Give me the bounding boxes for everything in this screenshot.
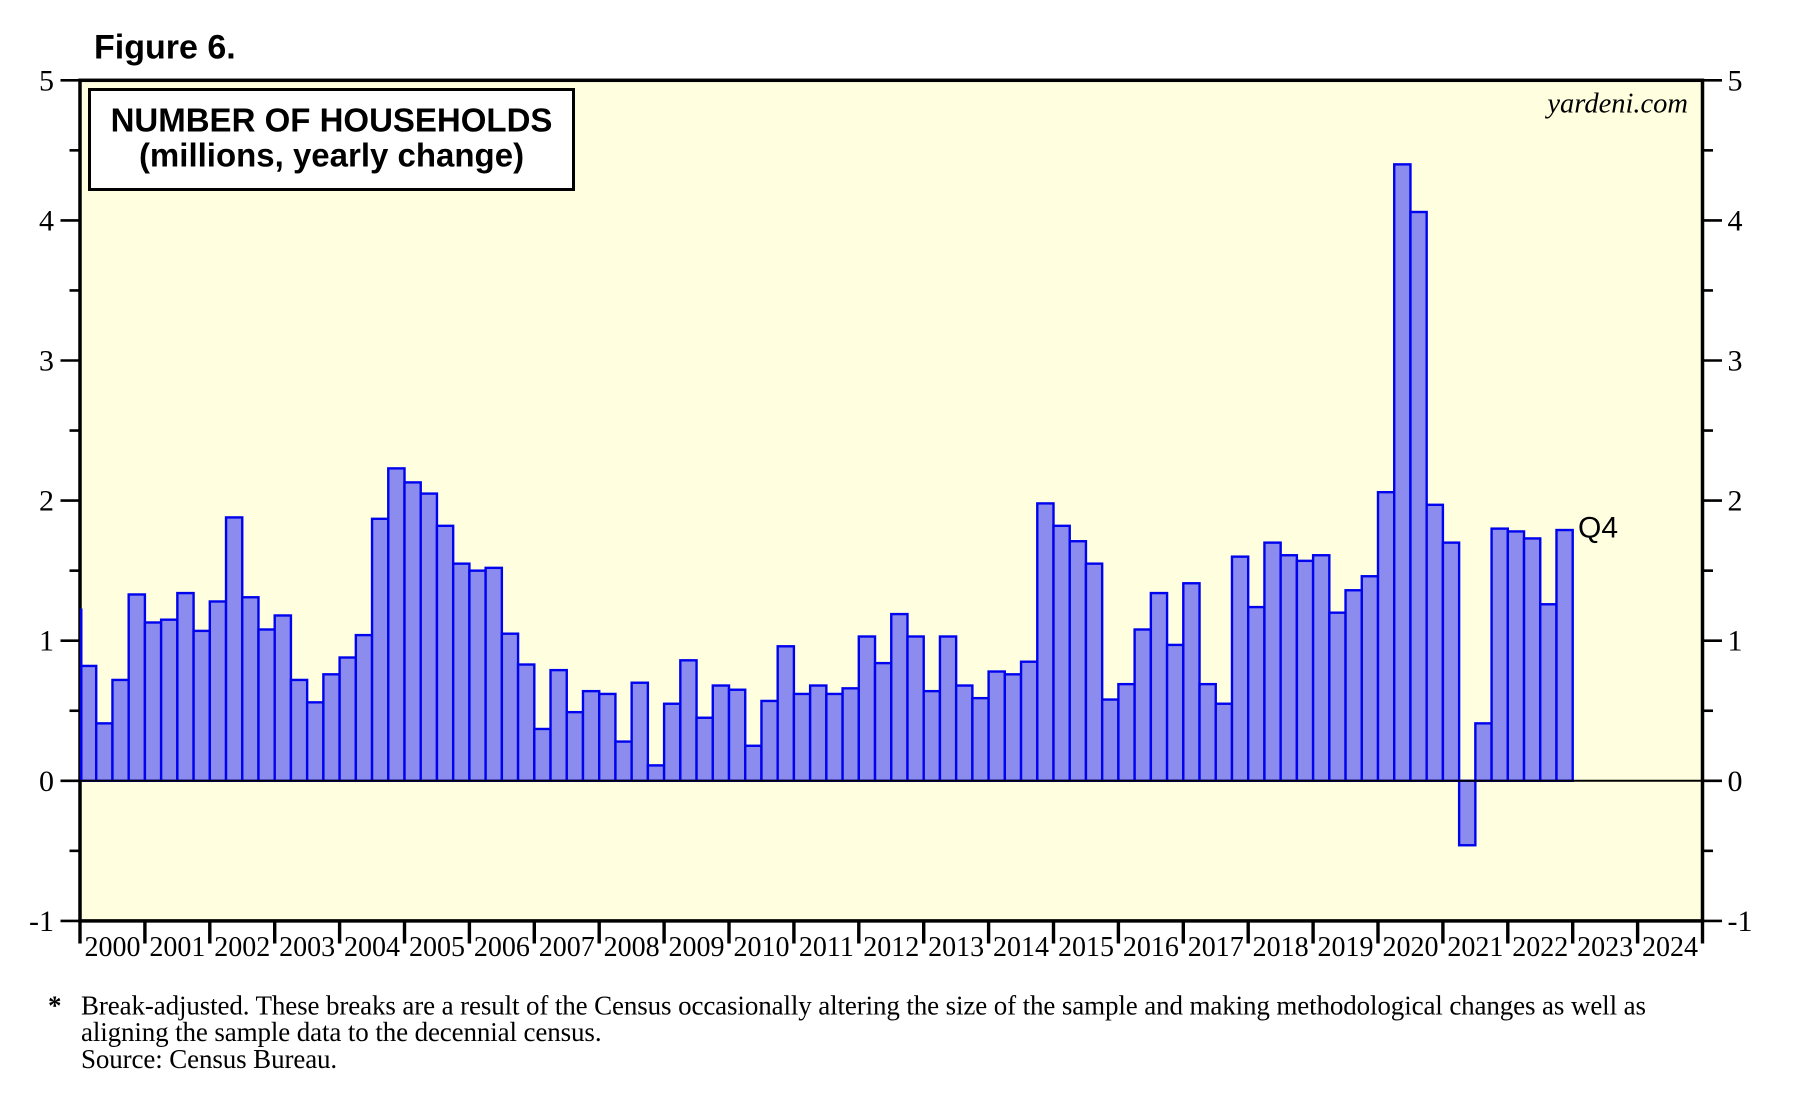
svg-text:2018: 2018 [1253,932,1309,963]
svg-text:2013: 2013 [928,932,984,963]
svg-text:4: 4 [1728,204,1743,237]
svg-text:yardeni.com: yardeni.com [1544,89,1688,120]
svg-text:2009: 2009 [669,932,725,963]
svg-text:2002: 2002 [214,932,270,963]
svg-text:2014: 2014 [993,932,1049,963]
svg-text:1: 1 [39,625,54,658]
svg-text:3: 3 [39,345,54,378]
svg-text:2015: 2015 [1058,932,1114,963]
svg-text:2012: 2012 [863,932,919,963]
svg-text:Figure 6.: Figure 6. [94,29,236,67]
svg-text:5: 5 [1728,64,1743,97]
svg-text:2006: 2006 [474,932,530,963]
svg-text:5: 5 [39,64,54,97]
svg-text:0: 0 [1728,765,1743,798]
svg-text:1: 1 [1728,625,1743,658]
svg-text:Break-adjusted. These breaks a: Break-adjusted. These breaks are a resul… [81,991,1646,1021]
svg-text:-1: -1 [1728,905,1753,938]
svg-text:2024: 2024 [1642,932,1698,963]
svg-text:2008: 2008 [604,932,660,963]
svg-text:(millions, yearly change): (millions, yearly change) [139,137,524,174]
svg-text:2004: 2004 [344,932,400,963]
svg-text:2011: 2011 [799,932,854,963]
svg-text:2: 2 [1728,485,1743,518]
svg-text:2007: 2007 [539,932,595,963]
svg-text:2017: 2017 [1188,932,1244,963]
svg-text:0: 0 [39,765,54,798]
svg-text:NUMBER OF HOUSEHOLDS: NUMBER OF HOUSEHOLDS [111,102,553,139]
svg-text:2000: 2000 [84,932,140,963]
svg-text:2019: 2019 [1318,932,1374,963]
svg-text:Q4: Q4 [1578,512,1618,545]
svg-text:Source: Census Bureau.: Source: Census Bureau. [81,1044,337,1074]
svg-text:2021: 2021 [1447,932,1503,963]
svg-text:aligning the sample data to th: aligning the sample data to the decennia… [81,1017,601,1047]
svg-text:2001: 2001 [149,932,205,963]
svg-text:2020: 2020 [1382,932,1438,963]
svg-text:2022: 2022 [1512,932,1568,963]
svg-text:4: 4 [39,204,54,237]
svg-text:2010: 2010 [733,932,789,963]
svg-text:*: * [48,991,62,1021]
svg-text:3: 3 [1728,345,1743,378]
svg-text:2016: 2016 [1123,932,1179,963]
svg-text:2005: 2005 [409,932,465,963]
svg-text:2: 2 [39,485,54,518]
svg-text:2003: 2003 [279,932,335,963]
svg-text:2023: 2023 [1577,932,1633,963]
svg-text:-1: -1 [29,905,54,938]
